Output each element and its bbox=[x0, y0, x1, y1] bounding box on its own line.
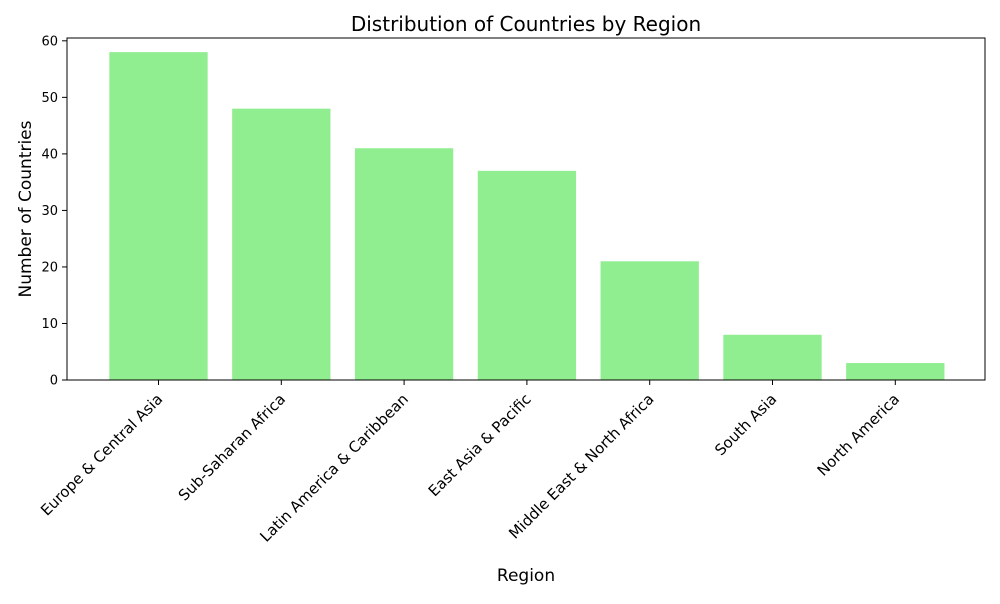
y-tick-label: 50 bbox=[41, 91, 58, 106]
y-axis-label: Number of Countries bbox=[16, 120, 36, 297]
x-tick-label: East Asia & Pacific bbox=[425, 390, 535, 500]
x-tick-label: South Asia bbox=[711, 390, 780, 459]
y-tick-label: 40 bbox=[41, 147, 58, 162]
x-tick-label: Latin America & Caribbean bbox=[256, 390, 412, 546]
y-axis: 0 10 20 30 40 50 60 bbox=[41, 34, 67, 389]
bar bbox=[600, 261, 699, 380]
bars-layer bbox=[109, 52, 945, 380]
bar bbox=[232, 108, 331, 380]
y-tick-label: 30 bbox=[41, 204, 58, 219]
x-tick-label: North America bbox=[814, 390, 904, 480]
x-tick-label: Europe & Central Asia bbox=[37, 390, 166, 519]
bar bbox=[354, 148, 454, 380]
bar bbox=[477, 170, 577, 380]
x-tick-label: Middle East & North Africa bbox=[505, 390, 657, 542]
y-tick-label: 10 bbox=[41, 317, 58, 332]
y-tick-label: 60 bbox=[41, 34, 58, 49]
x-axis-label: Region bbox=[497, 566, 555, 586]
x-tick-label: Sub-Saharan Africa bbox=[175, 390, 289, 504]
x-axis: Europe & Central Asia Sub-Saharan AfricaL… bbox=[37, 380, 903, 546]
chart-title: Distribution of Countries by Region bbox=[351, 12, 701, 36]
bar bbox=[723, 334, 822, 380]
bar bbox=[846, 363, 945, 380]
bar bbox=[109, 52, 208, 380]
plot-frame bbox=[66, 37, 986, 381]
y-tick-label: 0 bbox=[50, 374, 58, 389]
y-tick-label: 20 bbox=[41, 260, 58, 275]
